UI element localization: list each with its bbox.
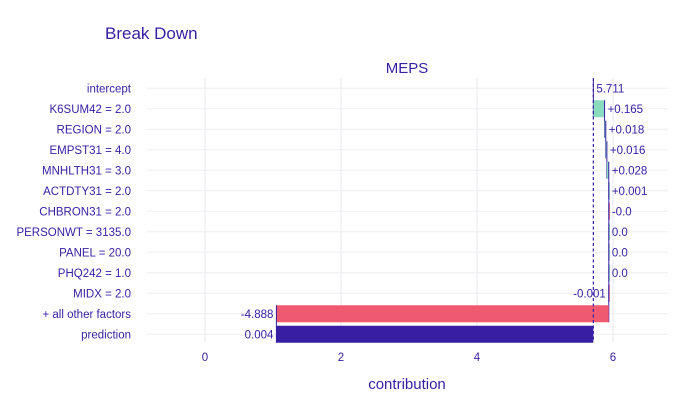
x-tick-label: 6 [610, 352, 616, 364]
bar [593, 100, 605, 118]
category-label: MNHLTH31 = 3.0 [42, 165, 131, 177]
value-label: 0.004 [245, 329, 274, 341]
value-label: 0.0 [612, 227, 628, 239]
bar [604, 120, 606, 138]
category-label: CHBRON31 = 2.0 [39, 206, 131, 218]
bar [276, 305, 609, 323]
x-axis-label: contribution [368, 376, 446, 393]
value-label: +0.016 [610, 145, 646, 157]
value-label: +0.028 [612, 165, 648, 177]
value-label: 0.0 [612, 268, 628, 280]
labels: 0 2 4 6 intercept 5.711 K6SUM42 = 2.0 +0.165 REG… [16, 83, 647, 364]
value-label: 5.711 [596, 83, 624, 95]
category-label: PHQ242 = 1.0 [58, 268, 131, 280]
category-label: + all other factors [42, 309, 131, 321]
category-label: PERSONWT = 3135.0 [16, 227, 131, 239]
chart-title: Break Down [105, 24, 198, 43]
value-label: -0.0 [612, 206, 632, 218]
grid [147, 78, 668, 342]
bar [605, 141, 607, 159]
bar [606, 161, 609, 179]
value-label: -4.888 [241, 309, 274, 321]
bar [276, 325, 594, 343]
x-tick-label: 2 [338, 352, 344, 364]
category-label: MIDX = 2.0 [73, 288, 131, 300]
category-label: intercept [87, 83, 132, 95]
value-label: 0.0 [612, 247, 628, 259]
value-label: +0.001 [612, 186, 648, 198]
category-label: ACTDTY31 = 2.0 [43, 186, 131, 198]
bars [275, 78, 610, 343]
category-label: EMPST31 = 4.0 [50, 145, 132, 157]
category-label: prediction [81, 329, 131, 341]
category-label: PANEL = 20.0 [59, 247, 131, 259]
x-tick-label: 4 [474, 352, 481, 364]
panel-title: MEPS [386, 60, 429, 77]
value-label: +0.018 [609, 124, 645, 136]
value-label: +0.165 [608, 104, 644, 116]
value-label: -0.001 [573, 288, 606, 300]
x-tick-label: 0 [202, 352, 208, 364]
category-label: K6SUM42 = 2.0 [49, 104, 131, 116]
category-label: REGION = 2.0 [57, 124, 131, 136]
